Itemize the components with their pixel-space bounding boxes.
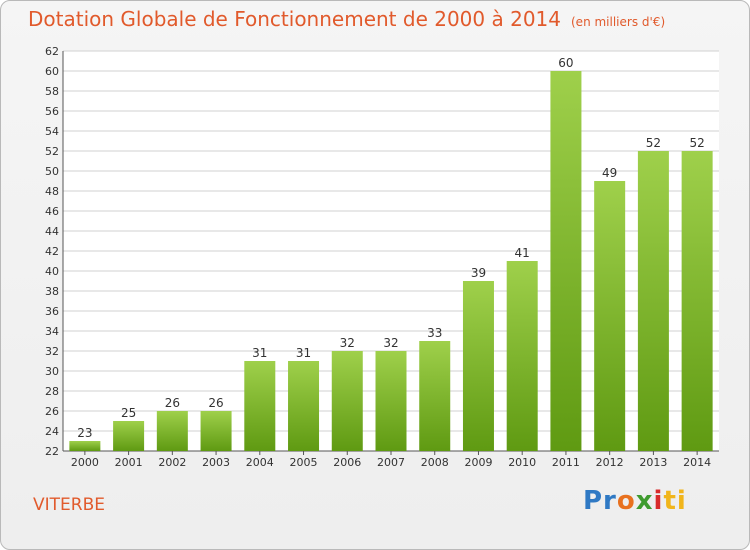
bar xyxy=(244,361,276,451)
data-label: 26 xyxy=(208,396,223,410)
x-tick-label: 2002 xyxy=(158,456,186,469)
data-label: 41 xyxy=(515,246,530,260)
data-label: 31 xyxy=(252,346,267,360)
data-label: 26 xyxy=(165,396,180,410)
bar xyxy=(69,441,101,451)
data-label: 52 xyxy=(646,136,661,150)
bar xyxy=(462,281,494,451)
y-tick-label: 54 xyxy=(45,125,59,138)
y-tick-label: 60 xyxy=(45,65,59,78)
y-tick-label: 50 xyxy=(45,165,59,178)
commune-name: VITERBE xyxy=(33,495,105,515)
proxiti-logo[interactable]: Proxiti xyxy=(583,486,687,516)
x-tick-label: 2009 xyxy=(464,456,492,469)
bar xyxy=(375,351,407,451)
data-label: 33 xyxy=(427,326,442,340)
data-label: 49 xyxy=(602,166,617,180)
chart-title-text: Dotation Globale de Fonctionnement de 20… xyxy=(28,7,561,31)
logo-part-2: o xyxy=(616,486,636,516)
data-label: 52 xyxy=(689,136,704,150)
x-tick-label: 2013 xyxy=(639,456,667,469)
y-tick-label: 26 xyxy=(45,405,59,418)
y-tick-label: 56 xyxy=(45,105,59,118)
bar xyxy=(331,351,363,451)
y-tick-label: 58 xyxy=(45,85,59,98)
data-label: 32 xyxy=(383,336,398,350)
bar xyxy=(419,341,451,451)
x-tick-label: 2012 xyxy=(596,456,624,469)
y-tick-label: 30 xyxy=(45,365,59,378)
y-tick-label: 40 xyxy=(45,265,59,278)
bar xyxy=(550,71,582,451)
x-tick-label: 2014 xyxy=(683,456,711,469)
x-tick-label: 2011 xyxy=(552,456,580,469)
y-tick-label: 46 xyxy=(45,205,59,218)
bar xyxy=(594,181,626,451)
y-tick-label: 38 xyxy=(45,285,59,298)
bar xyxy=(637,151,669,451)
x-tick-label: 2003 xyxy=(202,456,230,469)
y-tick-label: 36 xyxy=(45,305,59,318)
x-tick-label: 2005 xyxy=(290,456,318,469)
bar xyxy=(506,261,538,451)
bar xyxy=(681,151,713,451)
y-tick-label: 28 xyxy=(45,385,59,398)
data-label: 23 xyxy=(77,426,92,440)
y-tick-label: 42 xyxy=(45,245,59,258)
bar xyxy=(113,421,145,451)
bar xyxy=(200,411,232,451)
x-tick-label: 2007 xyxy=(377,456,405,469)
x-tick-label: 2004 xyxy=(246,456,274,469)
y-tick-label: 48 xyxy=(45,185,59,198)
data-label: 32 xyxy=(340,336,355,350)
data-label: 25 xyxy=(121,406,136,420)
chart-title: Dotation Globale de Fonctionnement de 20… xyxy=(28,7,665,31)
y-tick-label: 44 xyxy=(45,225,59,238)
logo-part-3: x xyxy=(635,486,654,516)
x-tick-label: 2010 xyxy=(508,456,536,469)
chart-unit: (en milliers d'€) xyxy=(571,15,666,29)
y-tick-label: 52 xyxy=(45,145,59,158)
y-tick-label: 62 xyxy=(45,45,59,58)
data-label: 60 xyxy=(558,56,573,70)
x-tick-label: 2001 xyxy=(115,456,143,469)
logo-part-1: Pr xyxy=(583,486,617,516)
y-tick-label: 24 xyxy=(45,425,59,438)
x-tick-label: 2006 xyxy=(333,456,361,469)
logo-part-5: ti xyxy=(663,486,687,516)
y-tick-label: 32 xyxy=(45,345,59,358)
x-tick-label: 2008 xyxy=(421,456,449,469)
x-tick-label: 2000 xyxy=(71,456,99,469)
bar xyxy=(288,361,320,451)
logo-part-4: i xyxy=(653,486,664,516)
bar xyxy=(156,411,188,451)
y-tick-label: 22 xyxy=(45,445,59,458)
data-label: 39 xyxy=(471,266,486,280)
y-tick-label: 34 xyxy=(45,325,59,338)
data-label: 31 xyxy=(296,346,311,360)
